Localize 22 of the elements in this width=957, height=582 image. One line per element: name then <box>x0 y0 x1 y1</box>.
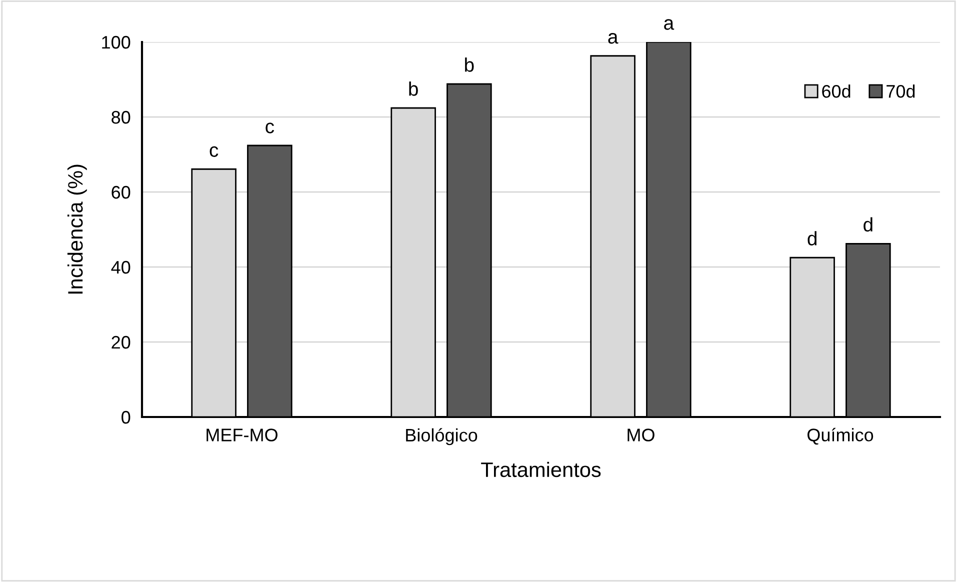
data-label: d <box>864 217 872 232</box>
y-tick-label: 80 <box>112 110 130 124</box>
y-tick-label: 0 <box>122 410 130 424</box>
x-tick-label: MO <box>628 428 654 442</box>
y-tick-label: 20 <box>112 336 130 349</box>
legend-label: 60d <box>822 84 850 98</box>
y-axis-title: Incidencia (%) <box>67 164 87 294</box>
data-label: b <box>465 58 474 72</box>
data-label: a <box>608 33 618 44</box>
x-tick-label: Biológico <box>406 428 478 446</box>
x-tick-label: Químico <box>807 428 874 445</box>
data-label: b <box>409 82 418 96</box>
y-tick-label: 60 <box>112 186 130 199</box>
data-label: a <box>664 19 674 30</box>
legend-label: 70d <box>886 84 915 98</box>
data-label: c <box>266 122 274 134</box>
data-label: d <box>808 231 816 246</box>
y-tick-label: 40 <box>111 260 130 274</box>
data-label: c <box>210 146 218 157</box>
y-tick-label: 100 <box>102 36 130 49</box>
x-tick-label: MEF-MO <box>206 428 278 442</box>
x-axis-title: Tratamientos <box>481 462 601 478</box>
